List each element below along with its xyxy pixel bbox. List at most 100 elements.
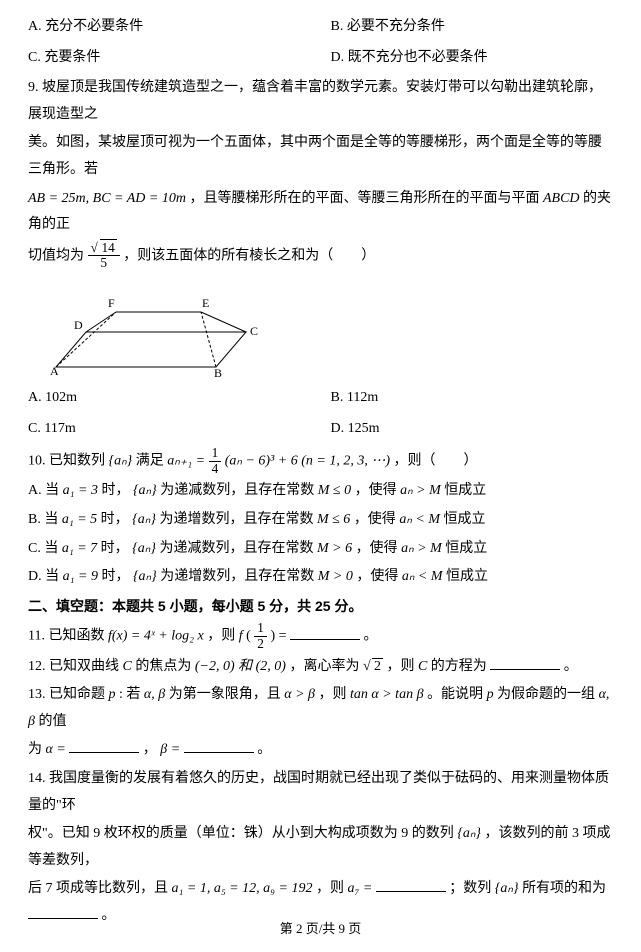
t: 为递增数列，且存在常数 <box>160 569 314 584</box>
t: 13. 已知命题 <box>28 687 105 702</box>
t: ，则 <box>207 629 235 644</box>
t: 恒成立 <box>445 541 487 556</box>
t: 。 <box>257 742 271 757</box>
t: 恒成立 <box>446 569 488 584</box>
q9-options-row2: C. 117m D. 125m <box>28 414 613 445</box>
t: a₁ = 7 <box>62 541 97 556</box>
t: 。 <box>364 629 378 644</box>
q9-line3: AB = 25m, BC = AD = 10m ，且等腰梯形所在的平面、等腰三角… <box>28 186 613 239</box>
t: aₙ < M <box>402 569 443 584</box>
t: ，则 <box>386 659 414 674</box>
q10-header: 10. 已知数列 {aₙ} 满足 aₙ₊₁ = 1 4 (aₙ − 6)³ + … <box>28 446 613 476</box>
t: ，则 <box>316 881 344 896</box>
t: 12. 已知双曲线 <box>28 659 119 674</box>
t: α > β <box>284 687 315 702</box>
sqrt-icon: 2 <box>363 654 383 681</box>
t: D. 当 <box>28 569 59 584</box>
t: 恒成立 <box>444 512 486 527</box>
blank <box>184 738 254 753</box>
t: 2 <box>254 637 267 652</box>
q10-a: 10. 已知数列 <box>28 454 105 469</box>
t: 的焦点为 <box>135 659 191 674</box>
option-c: C. 充要条件 <box>28 45 321 72</box>
t: 为第一象限角，且 <box>169 687 281 702</box>
t: β = <box>160 742 180 757</box>
t: C <box>123 659 132 674</box>
q9-line4: 切值均为 14 5 ，则该五面体的所有棱长之和为（ ） <box>28 241 613 271</box>
q9-frac: 14 5 <box>88 241 120 271</box>
q10-opt-c: C. 当 a₁ = 7 时， {aₙ} 为递减数列，且存在常数 M > 6 ，使… <box>28 536 613 563</box>
q9-text3b: ，且等腰梯形所在的平面、等腰三角形所在的平面与平面 <box>189 191 539 206</box>
page: A. 充分不必要条件 B. 必要不充分条件 C. 充要条件 D. 既不充分也不必… <box>0 0 641 952</box>
pentahedron-diagram: A B C D E F <box>46 277 266 377</box>
label-f: F <box>108 296 115 310</box>
q9-opt-c: C. 117m <box>28 416 321 443</box>
t: ，使得 <box>354 512 396 527</box>
t: 为递增数列，且存在常数 <box>159 512 313 527</box>
t: (−2, 0) 和 (2, 0) <box>195 659 286 674</box>
t: ，离心率为 <box>289 659 359 674</box>
t: 时， <box>101 483 129 498</box>
q12: 12. 已知双曲线 C 的焦点为 (−2, 0) 和 (2, 0) ，离心率为 … <box>28 654 613 681</box>
t: M ≤ 0 <box>318 483 351 498</box>
q11: 11. 已知函数 f(x) = 4ˣ + log₂ x ，则 f ( 1 2 )… <box>28 621 613 651</box>
q9-text4a: 切值均为 <box>28 248 84 263</box>
q8-options-row1: A. 充分不必要条件 B. 必要不充分条件 <box>28 12 613 43</box>
q9-line1: 9. 坡屋顶是我国传统建筑造型之一，蕴含着丰富的数学元素。安装灯带可以勾勒出建筑… <box>28 75 613 128</box>
label-b: B <box>214 366 222 377</box>
t: {aₙ} <box>457 826 481 841</box>
q13-line1: 13. 已知命题 p : 若 α, β 为第一象限角，且 α > β ，则 ta… <box>28 682 613 735</box>
q9-abcd: ABCD <box>543 191 580 206</box>
q10-b: 满足 <box>136 454 164 469</box>
t: 后 7 项成等比数列，且 <box>28 881 168 896</box>
t: = <box>279 629 287 644</box>
sqrt-icon: 14 <box>91 241 117 256</box>
label-e: E <box>202 296 209 310</box>
q9-options-row1: A. 102m B. 112m <box>28 383 613 414</box>
q10-seq: {aₙ} <box>109 454 133 469</box>
q9-text4b: ，则该五面体的所有棱长之和为（ ） <box>123 248 375 263</box>
t: f(x) = 4ˣ + log₂ x <box>108 629 204 644</box>
t: 恒成立 <box>444 483 486 498</box>
q10-lhs: aₙ₊₁ = <box>167 454 208 469</box>
t: a₁ = 5 <box>62 512 97 527</box>
t: aₙ > M <box>401 541 442 556</box>
t: aₙ < M <box>399 512 440 527</box>
t: C <box>418 659 427 674</box>
q9-opt-d: D. 125m <box>321 416 614 443</box>
t: 1 <box>254 621 267 637</box>
section-2-heading: 二、填空题：本题共 5 小题，每小题 5 分，共 25 分。 <box>28 593 613 620</box>
t: B. 当 <box>28 512 58 527</box>
q8-options-row2: C. 充要条件 D. 既不充分也不必要条件 <box>28 43 613 74</box>
t: p <box>109 687 116 702</box>
t: aₙ > M <box>400 483 441 498</box>
t: 2 <box>372 658 383 674</box>
q9-opt-a: A. 102m <box>28 385 321 412</box>
blank <box>490 655 560 670</box>
t: M > 0 <box>318 569 353 584</box>
q10-opt-d: D. 当 a₁ = 9 时， {aₙ} 为递增数列，且存在常数 M > 0 ，使… <box>28 564 613 591</box>
t: 时， <box>101 569 129 584</box>
t: 为递减数列，且存在常数 <box>160 483 314 498</box>
q9-line2: 美。如图，某坡屋顶可视为一个五面体，其中两个面是全等的等腰梯形，两个面是全等的等… <box>28 130 613 183</box>
label-c: C <box>250 324 258 338</box>
rparen: ) <box>270 629 275 644</box>
t: ；数列 <box>449 881 491 896</box>
t: C. 当 <box>28 541 58 556</box>
t: α, β <box>144 687 165 702</box>
t: A. 当 <box>28 483 59 498</box>
t: 的值 <box>38 714 66 729</box>
t: 时， <box>101 512 129 527</box>
q10-frac-num: 1 <box>209 446 222 462</box>
t: a₁ = 1, a₅ = 12, a₉ = 192 <box>172 881 313 896</box>
t: 为 <box>28 742 42 757</box>
page-footer: 第 2 页/共 9 页 <box>0 917 641 942</box>
t: : 若 <box>119 687 140 702</box>
t: p <box>487 687 494 702</box>
q9-frac-den: 5 <box>88 256 120 271</box>
t: M ≤ 6 <box>317 512 350 527</box>
blank <box>376 877 446 892</box>
t: 11. 已知函数 <box>28 629 104 644</box>
t: ， <box>143 742 157 757</box>
option-d: D. 既不充分也不必要条件 <box>321 45 614 72</box>
